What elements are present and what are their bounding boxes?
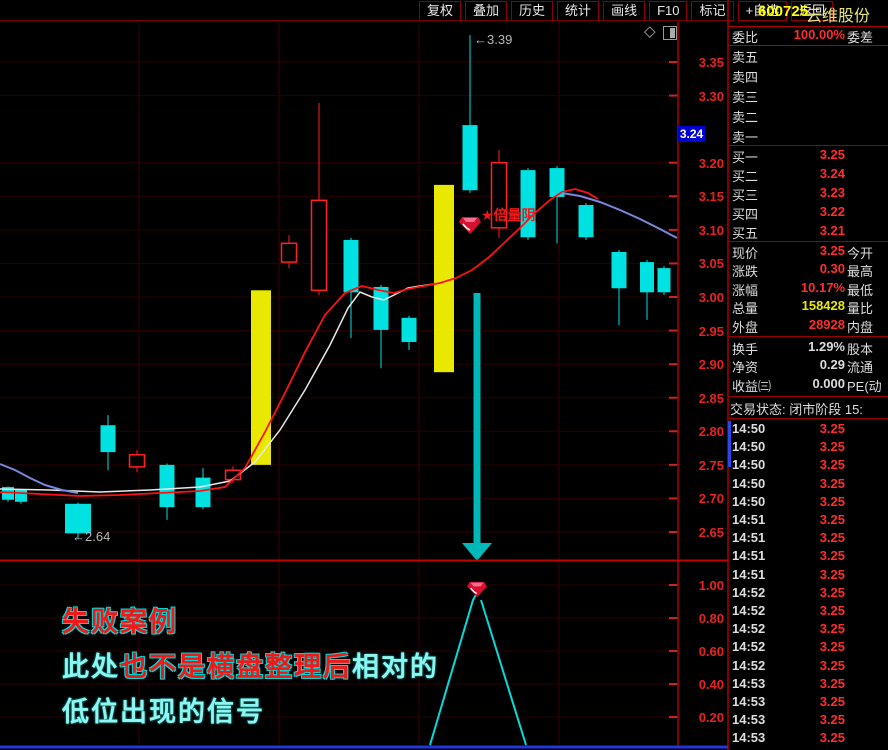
tick-row: 14:51 3.25 bbox=[732, 548, 845, 564]
info-row-2: 换手 1.29% 股本 bbox=[732, 339, 874, 357]
scrollbar-thumb[interactable] bbox=[728, 421, 731, 467]
tick-row: 14:52 3.25 bbox=[732, 639, 845, 655]
info-row: 涨幅 10.17% 最低 bbox=[732, 280, 874, 298]
menu-item-统计[interactable]: 统计 bbox=[557, 1, 600, 21]
note-line: 低位出现的信号 bbox=[62, 697, 265, 727]
tick-row: 14:52 3.25 bbox=[732, 603, 845, 618]
panel-divider bbox=[728, 396, 888, 397]
sell-row: 卖四 bbox=[732, 70, 759, 85]
panel-divider bbox=[728, 241, 888, 242]
panel-divider bbox=[728, 418, 888, 419]
menu-item-复权[interactable]: 复权 bbox=[419, 1, 462, 21]
info-row: 现价 3.25 今开 bbox=[732, 243, 874, 261]
price-axis-label: 2.95 bbox=[698, 323, 724, 339]
sub-axis-label: 0.40 bbox=[698, 677, 724, 692]
tick-row: 14:51 3.25 bbox=[732, 512, 845, 527]
note-line: 失败案例 bbox=[62, 607, 178, 637]
panel-divider bbox=[728, 336, 888, 337]
buy-row: 买二 3.24 bbox=[732, 166, 845, 184]
info-row: 总量 158428 量比 bbox=[732, 298, 874, 316]
sub-axis-label: 0.20 bbox=[698, 710, 724, 725]
sub-axis-label: 0.80 bbox=[698, 611, 724, 626]
buy-row: 买五 3.21 bbox=[732, 223, 845, 241]
menu-item-F10[interactable]: F10 bbox=[649, 1, 688, 21]
buy-row: 买一 3.25 bbox=[732, 147, 845, 165]
trade-status: 交易状态: 闭市阶段 15: bbox=[730, 402, 863, 417]
sub-axis-label: 1.00 bbox=[698, 578, 724, 593]
sell-row: 卖一 bbox=[732, 130, 759, 145]
info-row: 涨跌 0.30 最高 bbox=[732, 261, 874, 279]
gem-signal-icon-sub bbox=[466, 581, 488, 603]
sell-row: 卖三 bbox=[732, 90, 759, 105]
panel-divider bbox=[0, 20, 728, 21]
tick-row: 14:52 3.25 bbox=[732, 657, 845, 673]
tick-row: 14:50 3.25 bbox=[732, 457, 845, 473]
tick-row: 14:52 3.25 bbox=[732, 584, 845, 600]
info-row-2: 净资 0.29 流通 bbox=[732, 357, 874, 375]
stock-code: 600725 bbox=[758, 3, 809, 20]
buy-row: 买三 3.23 bbox=[732, 185, 845, 203]
price-axis-label: 2.80 bbox=[698, 424, 724, 440]
high-price-annotation: ←3.39 bbox=[474, 32, 513, 47]
note-line: 此处也不是横盘整理后相对的 bbox=[62, 652, 439, 682]
info-row-2: 收益㈢ 0.000 PE(动 bbox=[732, 376, 882, 394]
price-axis-label: 2.70 bbox=[698, 491, 724, 507]
menu-item-标记[interactable]: 标记 bbox=[691, 1, 734, 21]
gem-signal-icon bbox=[458, 216, 482, 240]
panel-divider bbox=[728, 45, 888, 46]
sell-row: 卖五 bbox=[732, 50, 759, 65]
weibi-row: 委比 100.00% 委差 bbox=[732, 27, 874, 45]
price-axis-label: 2.90 bbox=[698, 357, 724, 373]
price-axis-label: 2.75 bbox=[698, 457, 724, 473]
stock-name: 云维股份 bbox=[806, 8, 871, 25]
price-axis-label: 3.00 bbox=[698, 290, 724, 305]
menu-item-历史[interactable]: 历史 bbox=[511, 1, 554, 21]
diamond-icon[interactable]: ◇ bbox=[644, 23, 656, 40]
signal-label: ★倍量阴 bbox=[481, 207, 536, 223]
price-axis-label: 3.35 bbox=[698, 55, 724, 70]
panel-layout-icon[interactable] bbox=[663, 26, 677, 40]
tick-row: 14:50 3.25 bbox=[732, 439, 845, 455]
tick-row: 14:51 3.25 bbox=[732, 566, 845, 582]
tick-row: 14:52 3.25 bbox=[732, 621, 845, 637]
price-axis-label: 3.20 bbox=[698, 155, 724, 171]
info-row: 外盘 28928 内盘 bbox=[732, 317, 874, 335]
price-axis-label: 2.85 bbox=[698, 390, 724, 406]
sell-row: 卖二 bbox=[732, 110, 759, 125]
sub-axis-label: 0.60 bbox=[698, 644, 724, 659]
menu-item-叠加[interactable]: 叠加 bbox=[465, 1, 508, 21]
price-axis-label: 2.65 bbox=[698, 525, 724, 540]
price-axis-label: 3.30 bbox=[698, 88, 724, 104]
menu-item-返回[interactable]: 返回 bbox=[791, 1, 834, 21]
current-price-marker: 3.24 bbox=[678, 126, 705, 142]
price-axis-label: 3.15 bbox=[698, 189, 724, 205]
menu-item-+自选[interactable]: +自选 bbox=[737, 1, 788, 21]
price-axis-label: 3.05 bbox=[698, 256, 724, 272]
price-axis-label: 3.10 bbox=[698, 222, 724, 238]
tick-row: 14:533.25 bbox=[730, 749, 886, 750]
panel-divider bbox=[728, 26, 888, 27]
panel-divider bbox=[728, 145, 888, 146]
low-price-annotation: ←2.64 bbox=[72, 529, 111, 544]
tick-row: 14:51 3.25 bbox=[732, 530, 845, 546]
tick-row: 14:50 3.25 bbox=[732, 493, 845, 509]
tick-row: 14:50 3.25 bbox=[732, 421, 845, 436]
tick-row: 14:50 3.25 bbox=[732, 475, 845, 491]
menu-item-画线[interactable]: 画线 bbox=[603, 1, 646, 21]
buy-row: 买四 3.22 bbox=[732, 204, 845, 222]
